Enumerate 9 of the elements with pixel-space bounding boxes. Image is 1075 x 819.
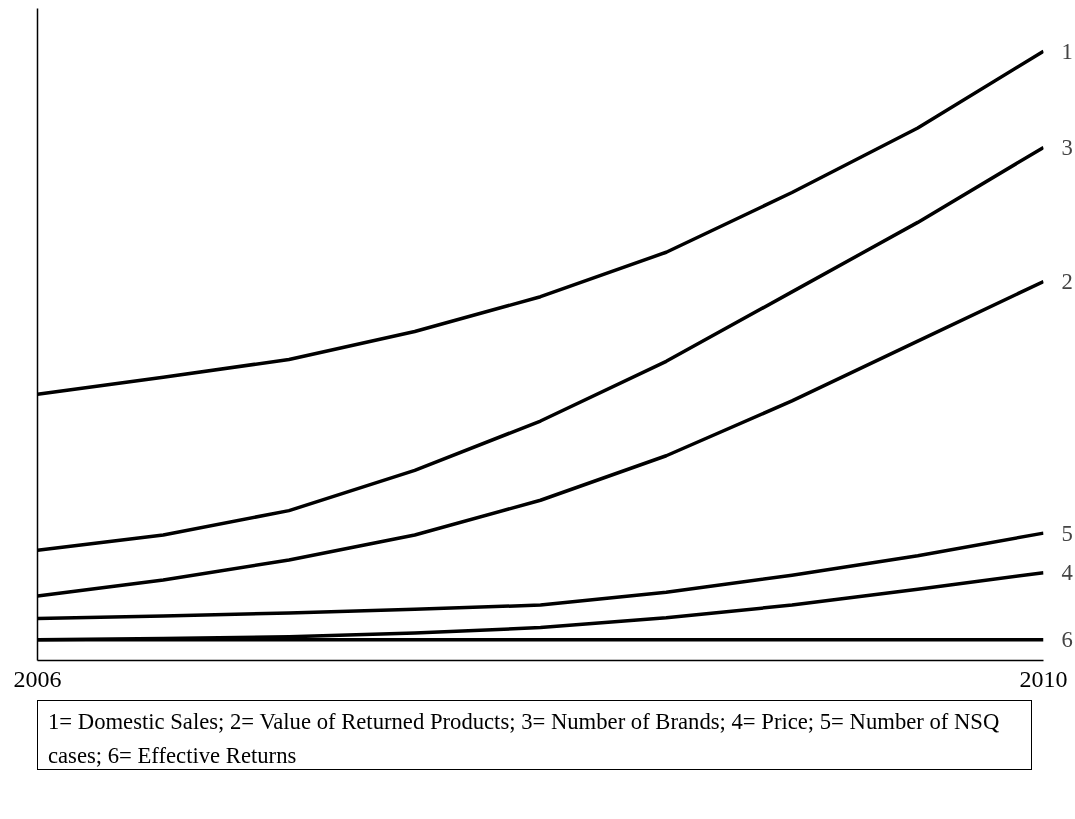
series-label: 2	[1061, 268, 1073, 294]
x-tick-label: 2010	[1019, 665, 1068, 692]
series-label: 5	[1061, 520, 1073, 546]
x-tick-label: 2006	[13, 665, 62, 692]
series-label: 4	[1061, 560, 1073, 586]
text: 1= Domestic Sales; 2= Value of Returned Products; 3= Number of Brands; 4= Price; 5= Number of NSQ cases; 6= Effective Returns	[48, 708, 1001, 770]
series-label: 1	[1061, 38, 1073, 64]
series-label: 6	[1061, 627, 1073, 653]
series-label: 3	[1061, 134, 1073, 160]
